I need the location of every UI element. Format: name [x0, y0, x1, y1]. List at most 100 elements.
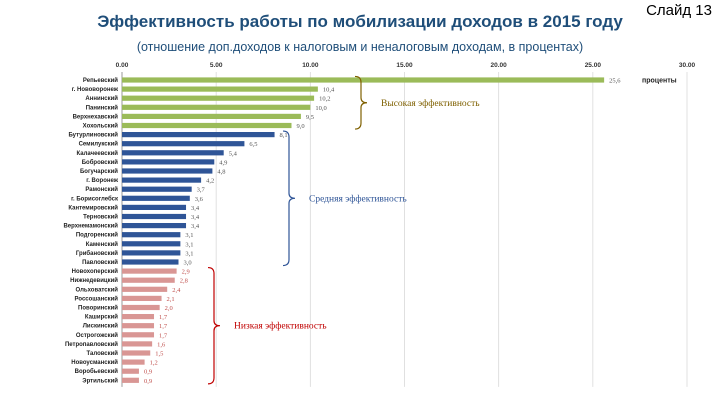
category-label: Нижнедевицкий [70, 277, 118, 284]
bar [122, 277, 175, 283]
bar [122, 286, 168, 292]
value-label: 3,1 [185, 241, 193, 248]
bar [122, 250, 181, 256]
value-label: 0,9 [144, 369, 152, 376]
bar [122, 177, 202, 183]
category-label: Кантемировский [68, 204, 118, 211]
x-tick-label: 15.00 [396, 62, 413, 69]
value-label: 25,6 [609, 78, 621, 85]
bar [122, 232, 181, 238]
value-label: 5,4 [229, 150, 238, 157]
category-label: Верхнехавский [73, 113, 119, 120]
page-subtitle: (отношение доп.доходов к налоговым и нен… [136, 40, 584, 54]
category-label: Новоусманский [71, 359, 118, 366]
bar [122, 259, 179, 265]
bar [122, 186, 192, 192]
category-label: г. Нововоронеж [72, 87, 119, 93]
value-label: 8,1 [280, 132, 288, 139]
value-label: 4,8 [217, 169, 225, 176]
bar [122, 377, 139, 383]
bar [122, 323, 155, 329]
x-tick-label: 20.00 [491, 62, 508, 69]
category-label: Острогожский [76, 332, 118, 339]
value-label: 2,0 [165, 305, 173, 312]
bar [122, 304, 160, 311]
group-label: Средняя эффективность [309, 193, 407, 204]
bar [122, 86, 318, 92]
value-label: 9,0 [297, 123, 305, 130]
category-label: Репьевский [83, 77, 118, 84]
bar [122, 268, 177, 274]
bar [122, 204, 187, 210]
value-label: 3,4 [191, 214, 200, 221]
group-brace [354, 75, 368, 130]
category-label: Грибановский [76, 250, 118, 257]
bar [122, 295, 162, 301]
bar [122, 77, 605, 83]
x-tick-label: 10.00 [302, 62, 319, 69]
bar [122, 314, 155, 320]
bar [122, 113, 301, 119]
bar [122, 241, 181, 247]
x-tick-label: 30.00 [679, 62, 696, 69]
value-label: 6,5 [249, 141, 257, 148]
category-label: Каширский [85, 314, 118, 321]
category-label: Петропавловский [65, 341, 118, 348]
value-label: 3,1 [185, 250, 193, 257]
value-label: 3,7 [197, 187, 206, 194]
category-label: Поворинский [78, 305, 118, 312]
category-label: г. Воронеж [86, 178, 118, 184]
bar [122, 168, 213, 174]
bar [122, 359, 145, 365]
value-label: 10,4 [323, 87, 335, 94]
category-label: Верхнемамонский [63, 223, 118, 230]
category-label: Терновский [83, 214, 118, 221]
bar [122, 350, 151, 356]
value-label: 3,1 [185, 232, 193, 239]
bar [122, 132, 275, 138]
category-label: Воробьевский [75, 368, 119, 375]
bar [122, 195, 190, 201]
value-label: 1,6 [157, 341, 166, 348]
category-label: Подгоренский [76, 232, 118, 239]
category-label: Бутурлиновский [68, 132, 118, 139]
category-label: Таловский [86, 350, 118, 357]
value-label: 10,2 [319, 96, 330, 103]
bar [122, 104, 311, 110]
bar [122, 223, 187, 229]
bar [122, 213, 187, 220]
category-label: Аннинский [85, 95, 118, 102]
value-label: 1,7 [159, 314, 168, 321]
bar [122, 332, 155, 338]
x-tick-label: 25.00 [585, 62, 602, 69]
value-label: 4,2 [206, 178, 214, 185]
series-label: проценты [642, 78, 677, 85]
value-label: 2,8 [180, 278, 188, 285]
value-label: 3,0 [184, 260, 192, 267]
group-label: Низкая эффективность [234, 321, 327, 332]
bar [122, 150, 224, 156]
category-label: Павловский [82, 259, 118, 266]
category-label: Новохоперский [72, 268, 119, 275]
category-label: Лискинский [83, 323, 119, 330]
value-label: 1,5 [155, 351, 163, 358]
bar [122, 159, 215, 165]
page-title: Эффективность работы по мобилизации дохо… [97, 12, 623, 31]
value-label: 1,7 [159, 332, 168, 339]
value-label: 3,6 [195, 196, 204, 203]
value-label: 2,4 [172, 287, 181, 294]
category-label: Семилукский [79, 141, 119, 148]
category-label: Каменский [86, 241, 119, 248]
category-label: Эртильский [82, 377, 118, 384]
bar [122, 95, 315, 101]
bar [122, 141, 245, 147]
value-label: 2,1 [167, 296, 175, 303]
value-label: 4,9 [219, 159, 227, 166]
value-label: 3,4 [191, 223, 200, 230]
value-label: 1,7 [159, 323, 168, 330]
value-label: 9,5 [306, 114, 314, 121]
bar [122, 122, 292, 129]
value-label: 1,2 [150, 360, 158, 367]
category-label: г. Борисоглебск [71, 195, 118, 202]
